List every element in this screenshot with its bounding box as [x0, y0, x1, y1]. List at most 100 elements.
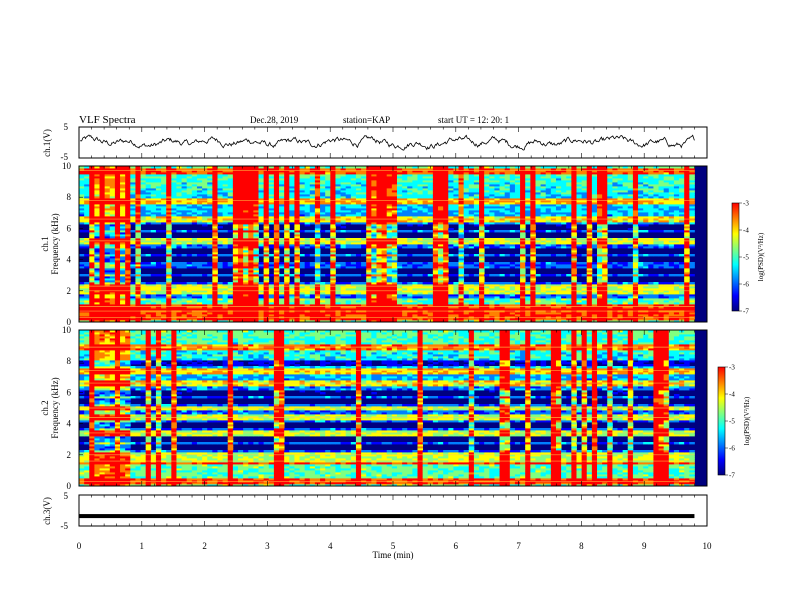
spectrogram-cell [479, 318, 485, 321]
spectrogram-cell [622, 274, 629, 277]
spectrogram-cell [602, 286, 608, 289]
spectrogram-cell [320, 274, 326, 277]
spectrogram-cell [258, 288, 265, 291]
spectrogram-cell [668, 294, 675, 297]
spectrogram-cell [350, 230, 357, 233]
spectrogram-cell [237, 266, 244, 269]
spectrogram-cell [417, 274, 424, 277]
spectrogram-cell [684, 306, 690, 309]
spectrogram-cell [448, 294, 454, 297]
spectrogram-cell [345, 292, 352, 295]
spectrogram-cell [94, 290, 100, 293]
spectrogram-cell [299, 264, 306, 267]
spectrogram-cell [125, 274, 131, 277]
spectrogram-cell [355, 262, 362, 265]
spectrogram-cell [237, 288, 244, 291]
spectrogram-cell [94, 280, 100, 283]
spectrogram-cell [289, 298, 295, 301]
spectrogram-cell [120, 288, 126, 291]
spectrogram-cell [99, 296, 106, 299]
spectrogram-cell [576, 288, 583, 291]
spectrogram-cell [248, 314, 254, 317]
spectrogram-cell [443, 276, 449, 279]
spectrogram-cell [386, 266, 393, 269]
spectrogram-cell [202, 286, 208, 289]
spectrogram-cell [120, 266, 126, 269]
spectrogram-cell [376, 306, 382, 309]
spectrogram-cell [196, 264, 203, 267]
spectrogram-cell [489, 284, 495, 287]
spectrogram-cell [99, 280, 106, 283]
spectrogram-cell [607, 254, 613, 257]
spectrogram-cell [304, 320, 311, 323]
spectrogram-cell [525, 298, 531, 301]
spectrogram-cell [294, 274, 300, 277]
spectrogram-cell [366, 268, 372, 271]
spectrogram-cell [104, 298, 111, 301]
spectrogram-cell [237, 274, 244, 277]
spectrogram-cell [191, 288, 198, 291]
spectrogram-cell [304, 266, 311, 269]
spectrogram-cell [540, 274, 547, 277]
spectrogram-cell [304, 308, 311, 311]
spectrogram-cell [597, 308, 603, 311]
spectrogram-cell [340, 296, 347, 299]
spectrogram-cell [345, 288, 352, 291]
spectrogram-cell [545, 284, 552, 287]
spectrogram-cell [181, 314, 188, 317]
spectrogram-cell [597, 266, 603, 269]
spectrogram-cell [550, 320, 557, 323]
spectrogram-cell [586, 298, 593, 301]
spectrogram-cell [689, 262, 695, 265]
spectrogram-cell [79, 282, 85, 285]
spectrogram-cell [658, 238, 665, 241]
spectrogram-cell [509, 282, 516, 285]
spectrogram-cell [648, 282, 654, 285]
spectrogram-cell [597, 268, 603, 271]
spectrogram-cell [489, 294, 495, 297]
spectrogram-cell [186, 286, 193, 289]
spectrogram-cell [602, 296, 608, 299]
spectrogram-cell [320, 286, 326, 289]
spectrogram-cell [114, 308, 121, 311]
spectrogram-cell [176, 282, 182, 285]
spectrogram-cell [248, 270, 254, 273]
spectrogram-cell [376, 298, 382, 301]
spectrogram-cell [253, 304, 259, 307]
spectrogram-cell [176, 264, 182, 267]
spectrogram-cell [335, 300, 341, 303]
spectrogram-cell [104, 286, 111, 289]
spectrogram-cell [530, 280, 536, 283]
spectrogram-cell [396, 286, 403, 289]
spectrogram-cell [627, 314, 634, 317]
spectrogram-cell [248, 296, 254, 299]
spectrogram-cell [135, 288, 141, 291]
spectrogram-cell [309, 262, 316, 265]
spectrogram-cell [643, 286, 649, 289]
spectrogram-cell [196, 266, 203, 269]
spectrogram-cell [632, 266, 639, 269]
spectrogram-cell [248, 304, 254, 307]
spectrogram-cell [463, 296, 470, 299]
spectrogram-cell [381, 282, 388, 285]
spectrogram-cell [99, 274, 106, 277]
spectrogram-cell [371, 272, 377, 275]
spectrogram-cell [140, 238, 147, 241]
spectrogram-cell [638, 284, 644, 287]
spectrogram-cell [555, 292, 562, 295]
spectrogram-cell [145, 294, 152, 297]
spectrogram-cell [386, 282, 393, 285]
spectrogram-cell [273, 300, 280, 303]
spectrogram-cell [227, 296, 234, 299]
spectrogram-cell [376, 294, 382, 297]
spectrogram-cell [243, 270, 249, 273]
spectrogram-cell [689, 266, 695, 269]
spectrogram-cell [248, 272, 254, 275]
spectrogram-cell [438, 288, 444, 291]
spectrogram-cell [294, 300, 300, 303]
spectrogram-cell [525, 262, 531, 265]
spectrogram-cell [561, 312, 567, 315]
spectrogram-cell [545, 288, 552, 291]
spectrogram-cell [243, 318, 249, 321]
spectrogram-cell [161, 294, 167, 297]
